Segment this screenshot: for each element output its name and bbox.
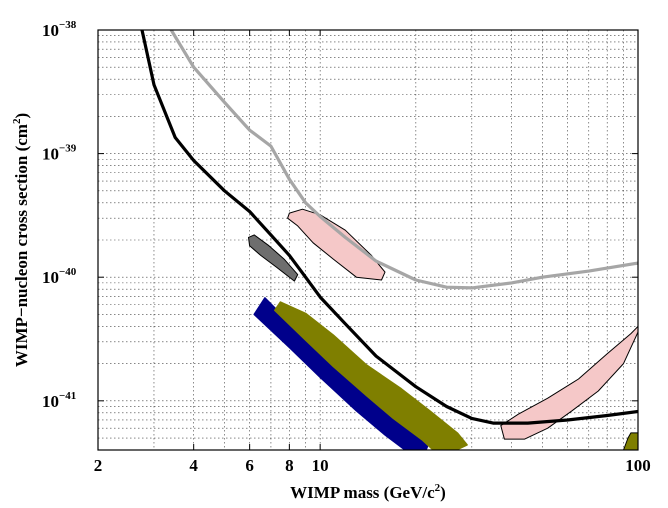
y-tick-label: 10−39 (42, 143, 77, 164)
series-band-3 (274, 301, 468, 450)
x-tick-label: 4 (189, 456, 198, 475)
x-axis-title-end: ) (440, 483, 446, 502)
plot-frame (97, 29, 639, 451)
x-tick-label: 6 (245, 456, 254, 475)
series-line-0 (140, 30, 638, 425)
y-tick-label: 10−40 (42, 266, 77, 287)
x-axis-title-superscript: 2 (435, 482, 441, 494)
y-axis-title-end: ) (12, 113, 31, 119)
series-region-7 (623, 432, 638, 450)
series-region-6 (500, 325, 638, 440)
plot-area (140, 30, 638, 450)
y-axis-title-superscript: 2 (11, 118, 23, 124)
series-region-4 (248, 234, 299, 282)
x-tick-label: 2 (94, 456, 103, 475)
x-axis-title: WIMP mass (GeV/c2) (290, 482, 446, 502)
y-tick-labels: 10−38 10−39 10−40 10−41 (42, 19, 77, 411)
x-tick-label: 10 (312, 456, 329, 475)
axis-ticks (97, 29, 639, 450)
x-tick-label: 100 (625, 456, 651, 475)
x-tick-labels: 2 4 6 8 10 100 (94, 456, 651, 475)
series-region-5 (287, 208, 386, 281)
y-axis-title: WIMP−nucleon cross section (cm2) (11, 113, 31, 367)
x-tick-label: 8 (285, 456, 294, 475)
y-tick-label: 10−38 (42, 19, 77, 40)
series-line-1 (169, 30, 638, 290)
y-tick-label: 10−41 (42, 390, 76, 411)
